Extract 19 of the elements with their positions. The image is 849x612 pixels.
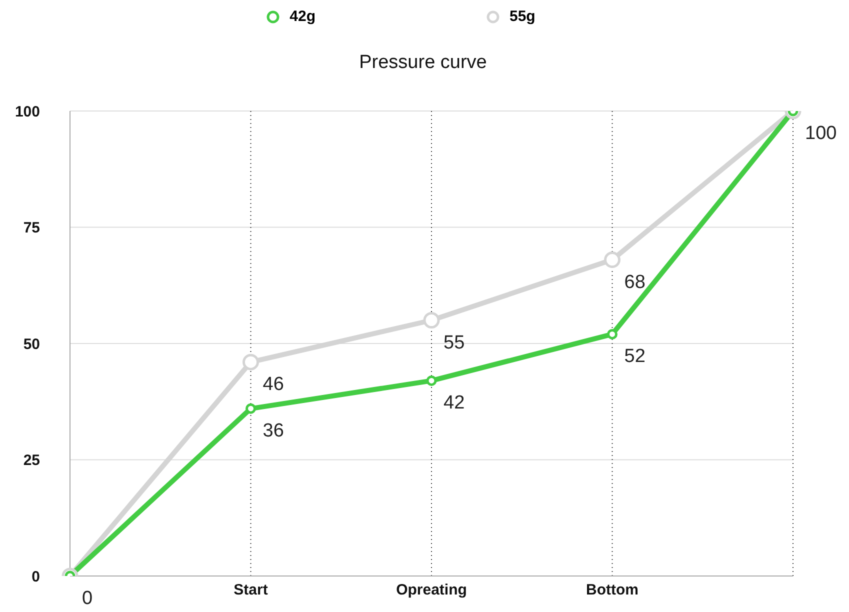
data-label: 42 bbox=[444, 392, 465, 414]
chart-title: Pressure curve bbox=[358, 52, 488, 74]
data-label: 55 bbox=[444, 332, 465, 354]
legend-label: 42g bbox=[288, 8, 316, 25]
data-label: 46 bbox=[262, 374, 284, 396]
data-label: 100 bbox=[805, 123, 837, 144]
data-label: 0 bbox=[82, 588, 93, 609]
x-tick-label: Bottom bbox=[586, 582, 638, 599]
data-label: 68 bbox=[624, 272, 646, 293]
data-label: 36 bbox=[262, 420, 284, 442]
y-tick-label: 100 bbox=[14, 103, 40, 120]
y-tick-label: 25 bbox=[23, 452, 40, 470]
legend-label: 55g bbox=[508, 8, 536, 25]
y-tick-label: 75 bbox=[23, 220, 40, 237]
data-label: 52 bbox=[624, 346, 646, 368]
x-tick-label: Opreating bbox=[396, 582, 467, 599]
y-tick-label: 0 bbox=[32, 568, 40, 586]
y-tick-label: 50 bbox=[23, 336, 40, 353]
x-tick-label: Start bbox=[234, 582, 268, 599]
